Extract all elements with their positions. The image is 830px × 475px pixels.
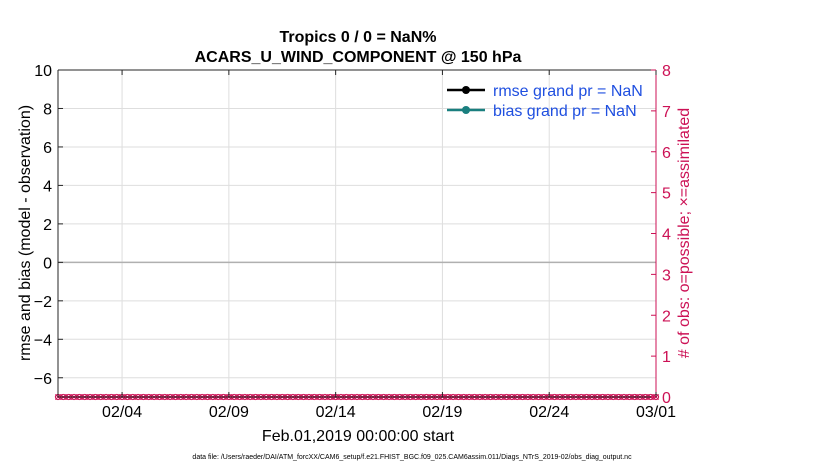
x-tick-label: 02/09: [209, 404, 249, 421]
y-right-tick-label: 8: [662, 63, 671, 80]
chart-title-line2: ACARS_U_WIND_COMPONENT @ 150 hPa: [195, 49, 522, 66]
x-tick-label: 02/19: [422, 404, 462, 421]
x-tick-label: 02/24: [529, 404, 569, 421]
x-tick-label: 02/04: [102, 404, 142, 421]
y-right-tick-label: 1: [662, 349, 671, 366]
y-axis-left-label: rmse and bias (model - observation): [17, 105, 34, 361]
data-file-note: data file: /Users/raeder/DAI/ATM_forcXX/…: [192, 454, 632, 461]
y-right-tick-label: 3: [662, 267, 671, 284]
y-left-tick-label: 8: [43, 101, 52, 118]
legend-bias-label: bias grand pr = NaN: [493, 103, 637, 120]
y-right-tick-label: 4: [662, 227, 671, 244]
y-left-tick-label: 10: [34, 63, 52, 80]
y-left-tick-label: 2: [43, 217, 52, 234]
legend-bias-marker: [462, 106, 470, 114]
y-left-tick-label: −6: [34, 371, 52, 388]
y-right-tick-label: 5: [662, 186, 671, 203]
y-left-tick-label: 0: [43, 255, 52, 272]
y-right-tick-label: 7: [662, 104, 671, 121]
axes-layer: 02/04 02/09 02/14 02/19 02/24 03/01 −6 −4 −2 0 2 4 6…: [34, 63, 676, 421]
y-left-tick-label: 4: [43, 178, 52, 195]
y-right-tick-label: 0: [662, 390, 671, 407]
y-left-tick-label: −4: [34, 332, 52, 349]
x-tick-label: 03/01: [636, 404, 676, 421]
x-axis-label: Feb.01,2019 00:00:00 start: [262, 428, 455, 445]
y-axis-right-label: # of obs: o=possible; ×=assimilated: [676, 108, 693, 358]
chart-title-line1: Tropics 0 / 0 = NaN%: [280, 29, 437, 46]
legend-rmse-marker: [462, 86, 470, 94]
legend: rmse grand pr = NaN bias grand pr = NaN: [447, 83, 643, 120]
y-left-tick-label: −2: [34, 294, 52, 311]
y-right-tick-label: 6: [662, 145, 671, 162]
y-left-tick-label: 6: [43, 140, 52, 157]
y-right-tick-label: 2: [662, 308, 671, 325]
x-tick-label: 02/14: [316, 404, 356, 421]
legend-rmse-label: rmse grand pr = NaN: [493, 83, 643, 100]
